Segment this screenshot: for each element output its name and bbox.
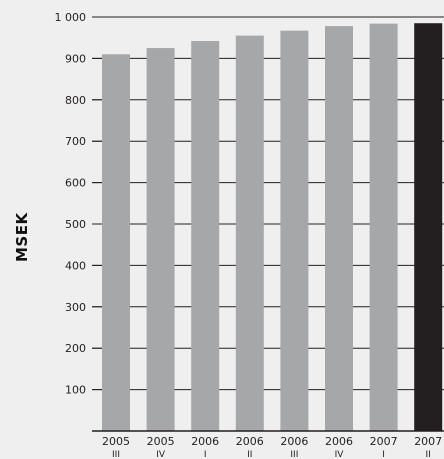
y-tick-label: 300 <box>65 301 86 314</box>
y-tick-label: 900 <box>65 52 86 65</box>
x-tick-label-year: 2005 <box>102 435 130 448</box>
y-tick-label: 100 <box>65 384 86 397</box>
gridlines-over-bars <box>92 16 444 432</box>
x-tick-label-quarter: I <box>382 450 385 459</box>
x-tick-label-year: 2006 <box>236 435 264 448</box>
bar <box>414 23 443 432</box>
x-tick-label-year: 2005 <box>147 435 175 448</box>
bars <box>102 23 443 432</box>
x-tick-label-year: 2006 <box>280 435 308 448</box>
x-tick-labels: 2005III2005IV2006I2006II2006III2006IV200… <box>102 435 442 459</box>
x-tick-label-year: 2007 <box>370 435 398 448</box>
bar <box>235 35 264 431</box>
y-tick-label: 200 <box>65 342 86 355</box>
x-tick-label-quarter: III <box>290 450 298 459</box>
bar <box>191 41 220 432</box>
x-tick-label-year: 2006 <box>325 435 353 448</box>
x-tick-label-year: 2006 <box>191 435 219 448</box>
x-tick-label-quarter: IV <box>335 450 345 459</box>
x-tick-label-quarter: II <box>247 450 252 459</box>
bar <box>369 23 398 432</box>
y-tick-label: 400 <box>65 259 86 272</box>
bar <box>325 26 353 431</box>
bar <box>280 30 309 432</box>
y-tick-labels: 100 200 300 400 500 600 700 800 900 1 000 <box>55 11 87 397</box>
y-tick-label: 1 000 <box>55 11 87 24</box>
x-tick-label-quarter: I <box>204 450 207 459</box>
x-tick-label-quarter: IV <box>156 450 166 459</box>
y-tick-label: 800 <box>65 94 86 107</box>
y-tick-label: 600 <box>65 177 86 190</box>
x-tick-label-year: 2007 <box>414 435 442 448</box>
x-tick-label-quarter: III <box>112 450 120 459</box>
bar <box>146 48 175 432</box>
y-tick-label: 700 <box>65 135 86 148</box>
bar <box>102 54 130 431</box>
x-tick-label-quarter: II <box>426 450 431 459</box>
y-axis-label: MSEK <box>13 212 31 262</box>
y-tick-label: 500 <box>65 218 86 231</box>
